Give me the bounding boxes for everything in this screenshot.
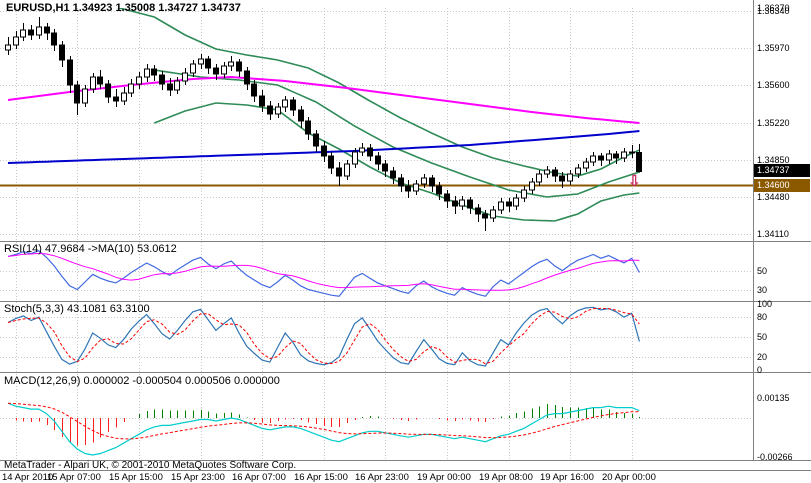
price-tick-label: 1.34480: [757, 192, 790, 202]
time-axis-label: 19 Apr 08:00: [479, 472, 533, 483]
macd-indicator-label: MACD(12,26,9) 0.000002 -0.000504 0.00050…: [4, 375, 280, 387]
price-tick-label: 1.35220: [757, 118, 790, 128]
price-tick-label: 1.34110: [757, 229, 789, 239]
time-axis-label: 15 Apr 15:00: [109, 472, 163, 483]
time-axis-label: 15 Apr 23:00: [171, 472, 225, 483]
stoch-scale-label: 50: [757, 332, 768, 342]
time-axis-label: 15 Apr 07:00: [47, 472, 101, 483]
status-bar: MetaTrader - Alpari UK, © 2001-2010 Meta…: [4, 460, 297, 471]
time-axis-label: 16 Apr 07:00: [232, 472, 286, 483]
stochastic-indicator-label: Stoch(5,3,3) 43.1081 63.3100: [4, 303, 150, 315]
stoch-scale-label: 80: [757, 312, 768, 322]
chart-title: EURUSD,H1 1.34923 1.35008 1.34727 1.3473…: [6, 2, 241, 14]
price-tick-label: 1.35600: [757, 80, 790, 90]
current-price-label: 1.34737: [754, 164, 810, 177]
rsi-scale-label: 50: [757, 266, 768, 276]
macd-scale-label: -0.00266: [757, 452, 793, 462]
price-tick-label: 1.36340: [757, 6, 790, 16]
price-tick-label: 1.36370: [757, 3, 790, 13]
down-arrow-marker[interactable]: ⇩: [628, 173, 641, 190]
rsi-scale-label: 30: [757, 285, 768, 295]
hline-price-label: 1.34600: [754, 179, 810, 192]
stoch-scale-label: 20: [757, 352, 768, 362]
time-axis-label: 19 Apr 16:00: [540, 472, 594, 483]
price-tick-label: 1.34850: [757, 155, 790, 165]
stoch-scale-label: 100: [757, 299, 773, 309]
time-axis-label: 16 Apr 23:00: [355, 472, 409, 483]
time-axis-label: 19 Apr 00:00: [417, 472, 471, 483]
stoch-scale-label: 0: [757, 365, 763, 375]
time-axis-label: 14 Apr 2010: [2, 472, 54, 483]
price-tick-label: 1.35970: [757, 43, 790, 53]
macd-scale-label: 0.00135: [757, 393, 790, 403]
time-axis-label: 20 Apr 00:00: [602, 472, 656, 483]
rsi-indicator-label: RSI(14) 47.9684 ->MA(10) 53.0612: [4, 243, 177, 255]
time-axis-label: 16 Apr 15:00: [294, 472, 348, 483]
